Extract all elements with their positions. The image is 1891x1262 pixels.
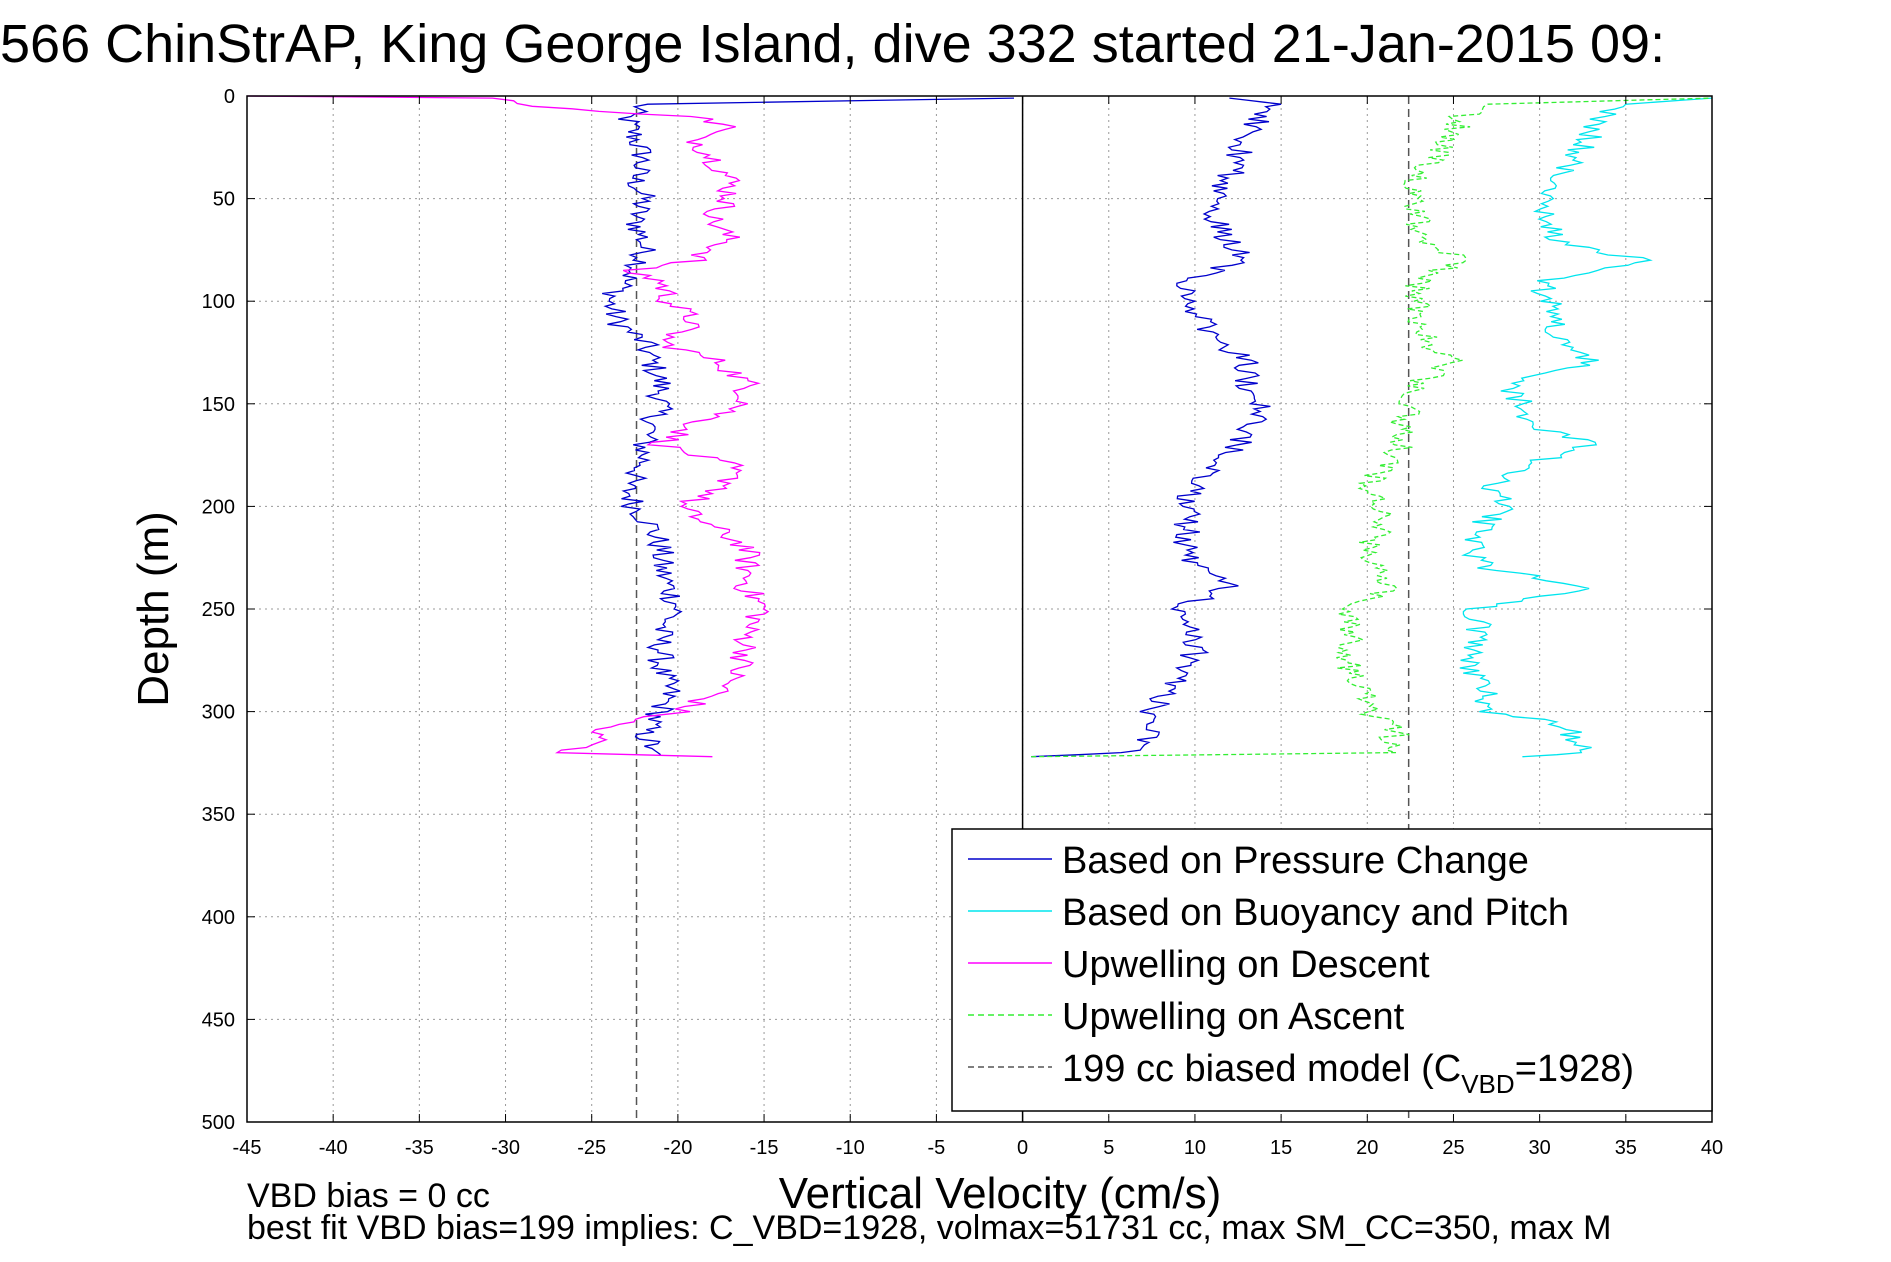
y-tick-label: 150 bbox=[202, 394, 235, 416]
legend-items: Based on Pressure Change Based on Buoyanc… bbox=[968, 840, 1634, 1099]
x-axis-label: Vertical Velocity (cm/s) bbox=[779, 1169, 1222, 1218]
x-axis-ticks: -45 -40 -35 -30 -25 -20 -15 -10 -5 0 5 10 15 20 25 30 35… bbox=[233, 96, 1723, 1159]
x-tick-label: -20 bbox=[663, 1137, 692, 1159]
series-line-0-descent bbox=[602, 97, 1015, 756]
series-lines bbox=[246, 95, 1713, 758]
legend-box bbox=[951, 828, 1713, 1112]
y-tick-label: 500 bbox=[202, 1112, 235, 1134]
y-tick-label: 250 bbox=[202, 599, 235, 621]
x-tick-label: -5 bbox=[928, 1137, 946, 1159]
y-tick-label: 350 bbox=[202, 804, 235, 826]
legend-label: 199 cc biased model (CVBD=1928) bbox=[1062, 1048, 1634, 1099]
series-line-2-descent bbox=[246, 95, 770, 758]
x-tick-label: 40 bbox=[1701, 1137, 1723, 1159]
legend-label: Upwelling on Ascent bbox=[1062, 996, 1405, 1038]
y-tick-label: 450 bbox=[202, 1009, 235, 1031]
y-axis-label: Depth (m) bbox=[129, 511, 178, 707]
x-tick-label: 30 bbox=[1529, 1137, 1551, 1159]
y-tick-label: 200 bbox=[202, 496, 235, 518]
y-tick-label: 400 bbox=[202, 907, 235, 929]
legend-label: Based on Pressure Change bbox=[1062, 840, 1529, 882]
x-tick-label: -10 bbox=[836, 1137, 865, 1159]
legend-label: Based on Buoyancy and Pitch bbox=[1062, 892, 1569, 934]
x-tick-label: -35 bbox=[405, 1137, 434, 1159]
vbd-bias-note: VBD bias = 0 cc bbox=[247, 1177, 490, 1215]
y-tick-label: 300 bbox=[202, 702, 235, 724]
x-tick-label: -25 bbox=[577, 1137, 606, 1159]
x-tick-label: 0 bbox=[1017, 1137, 1028, 1159]
x-tick-label: -45 bbox=[233, 1137, 262, 1159]
x-tick-label: -30 bbox=[491, 1137, 520, 1159]
series-line-3-ascent bbox=[1031, 97, 1713, 758]
series-line-0-ascent bbox=[1031, 97, 1282, 758]
chart-title: 566 ChinStrAP, King George Island, dive … bbox=[0, 14, 1665, 74]
x-tick-label: 35 bbox=[1615, 1137, 1637, 1159]
x-tick-label: 5 bbox=[1103, 1137, 1114, 1159]
y-axis-ticks: 0 50 100 150 200 250 300 350 400 450 500 bbox=[202, 86, 1712, 1134]
x-tick-label: -15 bbox=[750, 1137, 779, 1159]
y-tick-label: 50 bbox=[213, 189, 235, 211]
x-tick-label: 25 bbox=[1442, 1137, 1464, 1159]
y-tick-label: 100 bbox=[202, 291, 235, 313]
x-tick-label: 20 bbox=[1356, 1137, 1378, 1159]
best-fit-note: best fit VBD bias=199 implies: C_VBD=192… bbox=[247, 1209, 1611, 1247]
x-tick-label: -40 bbox=[319, 1137, 348, 1159]
x-tick-label: 10 bbox=[1184, 1137, 1206, 1159]
series-line-1-ascent bbox=[1459, 97, 1713, 758]
legend: Based on Pressure Change Based on Buoyanc… bbox=[951, 828, 1713, 1112]
x-tick-label: 15 bbox=[1270, 1137, 1292, 1159]
legend-label: Upwelling on Descent bbox=[1062, 944, 1430, 986]
y-tick-label: 0 bbox=[224, 86, 235, 108]
